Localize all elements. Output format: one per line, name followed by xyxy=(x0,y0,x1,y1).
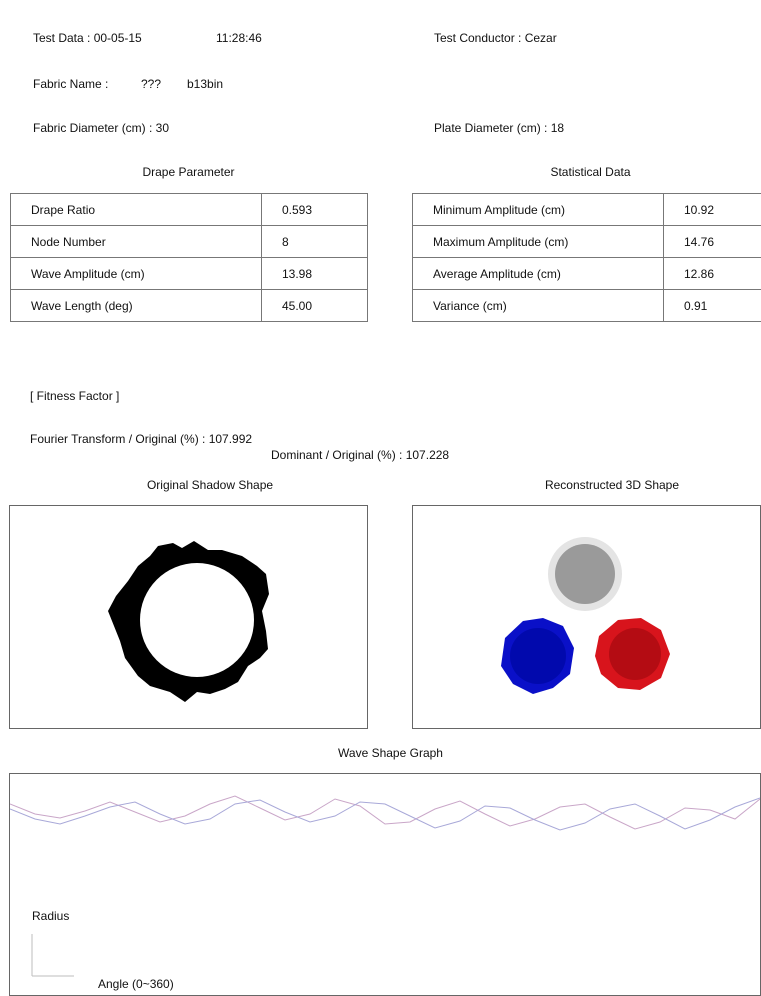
original-shadow-panel xyxy=(9,505,368,729)
table-row: Wave Length (deg) 45.00 xyxy=(11,290,368,322)
table-row: Minimum Amplitude (cm) 10.92 xyxy=(413,194,761,226)
gray-view-blob xyxy=(548,537,622,611)
min-amplitude-value: 10.92 xyxy=(664,194,761,226)
original-shadow-shape-title: Original Shadow Shape xyxy=(10,478,410,492)
statistical-data-table: Minimum Amplitude (cm) 10.92 Maximum Amp… xyxy=(412,193,761,322)
plate-diameter: Plate Diameter (cm) : 18 xyxy=(434,121,564,135)
table-row: Variance (cm) 0.91 xyxy=(413,290,761,322)
wave-series-a xyxy=(10,796,760,829)
drape-parameter-title: Drape Parameter xyxy=(10,165,367,179)
table-row: Average Amplitude (cm) 12.86 xyxy=(413,258,761,290)
reconstructed-3d-shape-title: Reconstructed 3D Shape xyxy=(412,478,761,492)
node-number-label: Node Number xyxy=(11,226,262,258)
avg-amplitude-label: Average Amplitude (cm) xyxy=(413,258,664,290)
test-conductor: Test Conductor : Cezar xyxy=(434,31,557,45)
drape-ratio-value: 0.593 xyxy=(262,194,368,226)
reconstructed-3d-panel xyxy=(412,505,761,729)
drape-parameter-table: Drape Ratio 0.593 Node Number 8 Wave Amp… xyxy=(10,193,368,322)
wave-shape-graph-panel: Radius Angle (0~360) xyxy=(9,773,761,996)
wave-length-value: 45.00 xyxy=(262,290,368,322)
table-row: Maximum Amplitude (cm) 14.76 xyxy=(413,226,761,258)
avg-amplitude-value: 12.86 xyxy=(664,258,761,290)
test-time: 11:28:46 xyxy=(216,31,262,45)
fabric-name-unknown: ??? xyxy=(141,77,161,91)
statistical-data-title: Statistical Data xyxy=(412,165,761,179)
dominant-original-ratio: Dominant / Original (%) : 107.228 xyxy=(271,448,449,462)
wave-length-label: Wave Length (deg) xyxy=(11,290,262,322)
reconstructed-3d-shape xyxy=(413,506,760,728)
angle-axis-label: Angle (0~360) xyxy=(98,977,174,991)
table-row: Drape Ratio 0.593 xyxy=(11,194,368,226)
variance-value: 0.91 xyxy=(664,290,761,322)
red-view-blob xyxy=(595,618,670,690)
fourier-original-ratio: Fourier Transform / Original (%) : 107.9… xyxy=(30,432,252,446)
min-amplitude-label: Minimum Amplitude (cm) xyxy=(413,194,664,226)
node-number-value: 8 xyxy=(262,226,368,258)
drape-ratio-label: Drape Ratio xyxy=(11,194,262,226)
test-date: Test Data : 00-05-15 xyxy=(33,31,142,45)
variance-label: Variance (cm) xyxy=(413,290,664,322)
blue-view-blob xyxy=(501,618,574,694)
wave-amplitude-label: Wave Amplitude (cm) xyxy=(11,258,262,290)
wave-shape-graph-title: Wave Shape Graph xyxy=(10,746,761,760)
radius-axis-label: Radius xyxy=(32,909,69,923)
wave-amplitude-value: 13.98 xyxy=(262,258,368,290)
fabric-name-value: b13bin xyxy=(187,77,223,91)
table-row: Wave Amplitude (cm) 13.98 xyxy=(11,258,368,290)
max-amplitude-label: Maximum Amplitude (cm) xyxy=(413,226,664,258)
original-shadow-shape xyxy=(10,506,367,728)
table-row: Node Number 8 xyxy=(11,226,368,258)
fitness-factor-heading: [ Fitness Factor ] xyxy=(30,389,119,403)
fabric-diameter: Fabric Diameter (cm) : 30 xyxy=(33,121,169,135)
fabric-name-label: Fabric Name : xyxy=(33,77,108,91)
wave-shape-chart xyxy=(10,774,760,995)
max-amplitude-value: 14.76 xyxy=(664,226,761,258)
